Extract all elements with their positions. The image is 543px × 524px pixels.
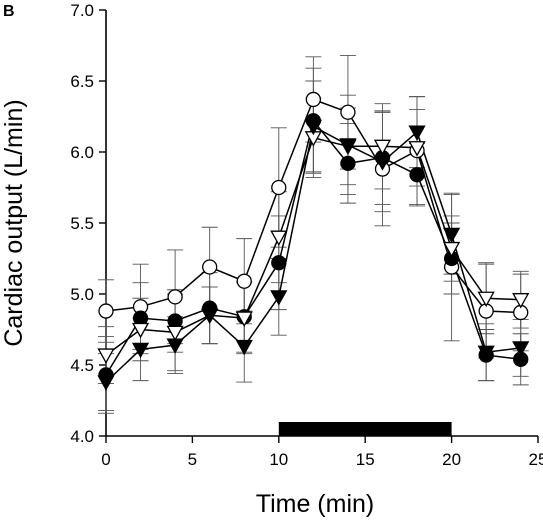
data-point-filled-triangle-down: [201, 308, 219, 325]
data-point-filled-triangle-down: [166, 338, 184, 354]
data-point-open-triangle-down: [166, 325, 184, 342]
data-point-filled-triangle-down: [235, 339, 253, 356]
axes: 4.0 4.5 5.0 5.5 6.0 6.5 7.0 0 5 10 15 20 25: [70, 1, 543, 469]
x-axis-title: Time (min): [256, 490, 375, 518]
data-point-filled-triangle-down: [408, 125, 426, 141]
data-point-open-triangle-down: [373, 139, 392, 156]
data-point-open-circle: [271, 179, 287, 196]
data-point-filled-triangle-down: [373, 155, 392, 171]
stimulus-bar-group: [278, 422, 452, 436]
data-point-filled-triangle-down: [442, 227, 461, 244]
data-point-filled-circle: [271, 255, 287, 271]
data-point-filled-triangle-down: [512, 341, 530, 357]
x-tick-label: 5: [188, 450, 197, 469]
data-point-filled-triangle-down: [477, 345, 495, 362]
y-tick-label: 6.5: [70, 72, 94, 91]
data-point-open-circle: [98, 303, 114, 319]
y-tick-label: 5.0: [70, 285, 94, 304]
x-tick-label: 0: [101, 450, 110, 469]
data-point-filled-triangle-down: [270, 290, 288, 306]
data-point-filled-triangle-down: [304, 119, 322, 136]
data-point-open-circle: [202, 259, 218, 275]
x-tick-label: 15: [356, 450, 375, 469]
data-point-open-triangle-down: [477, 291, 495, 308]
data-point-filled-triangle-down: [131, 342, 150, 359]
data-point-filled-circle: [340, 155, 356, 172]
x-tick-label: 10: [269, 450, 288, 469]
error-bars: [98, 54, 529, 414]
data-point-open-triangle-down: [131, 322, 150, 339]
data-point-open-triangle-down: [408, 141, 426, 157]
data-point-filled-circle: [409, 167, 425, 183]
data-point-filled-triangle-down: [97, 375, 115, 391]
y-tick-label: 4.5: [70, 356, 94, 375]
data-point-open-circle: [167, 289, 183, 305]
data-point-open-triangle-down: [97, 348, 115, 364]
data-point-filled-triangle-down: [339, 138, 357, 154]
data-point-open-triangle-down: [512, 293, 530, 309]
panel-label: B: [3, 3, 15, 20]
x-tick-label: 25: [529, 450, 543, 469]
data-point-open-triangle-down: [270, 230, 288, 247]
y-axis-title: Cardiac output (L/min): [0, 99, 28, 346]
x-tick-label: 20: [442, 450, 461, 469]
series-markers: [97, 91, 530, 391]
data-point-open-triangle-down: [235, 311, 253, 327]
y-tick-label: 5.5: [70, 214, 94, 233]
y-tick-label: 6.0: [70, 143, 94, 162]
data-point-open-circle: [236, 273, 252, 289]
stimulus-bar: [278, 422, 452, 436]
y-tick-label: 7.0: [70, 1, 94, 20]
y-tick-label: 4.0: [70, 427, 94, 446]
data-point-open-circle: [340, 104, 356, 120]
data-point-open-circle: [305, 91, 322, 108]
